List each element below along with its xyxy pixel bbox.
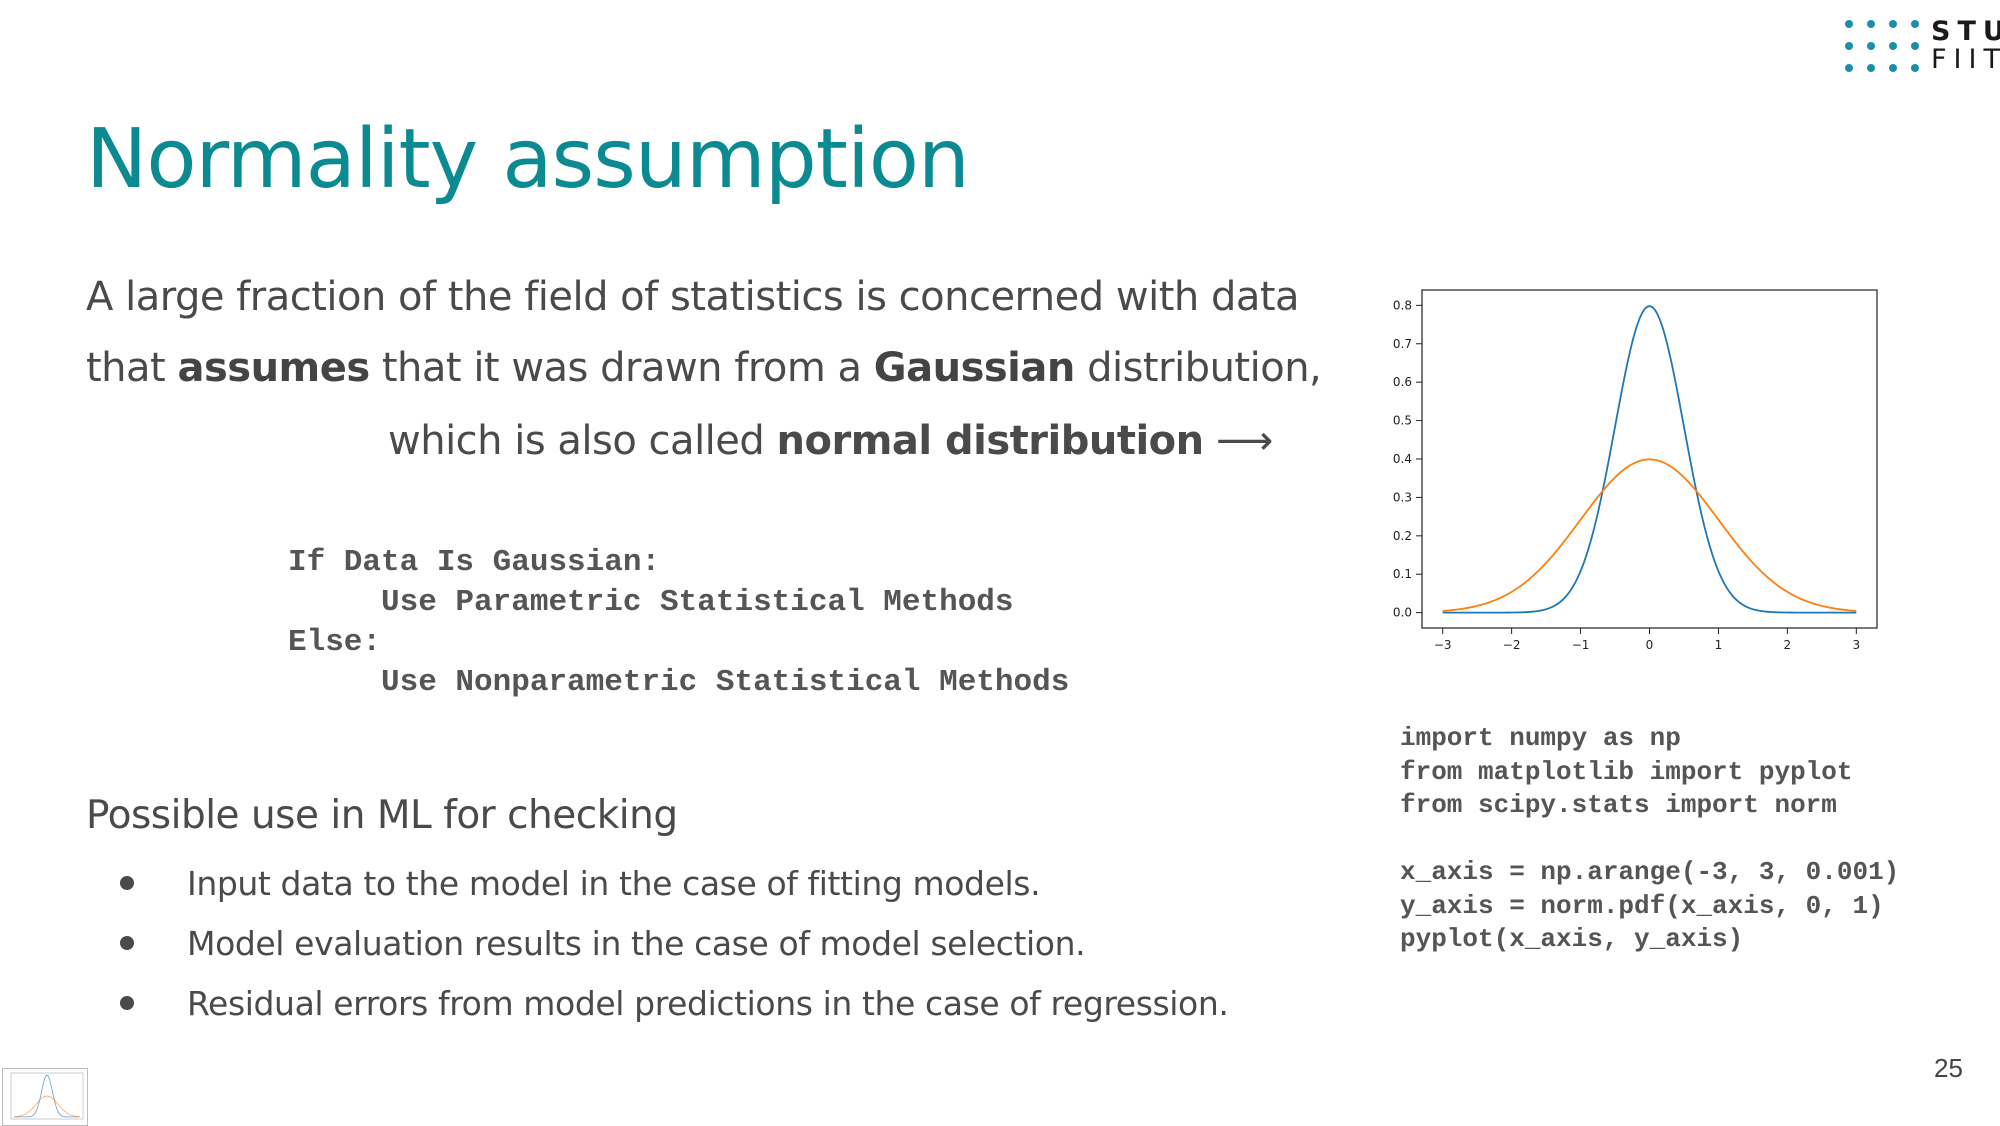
bullet-icon [120, 876, 134, 890]
thumbnail-series-0 [14, 1074, 80, 1118]
thumbnail-frame [10, 1072, 84, 1120]
logo-dot [1845, 42, 1853, 50]
intro-line-2: that assumes that it was drawn from a Ga… [86, 333, 1322, 404]
logo-dot [1867, 42, 1875, 50]
y-tick-label: 0.4 [1393, 452, 1412, 466]
emphasis-assumes: assumes [177, 345, 370, 391]
x-tick-label: 0 [1646, 638, 1654, 652]
intro-line-3: which is also called normal distribution… [388, 418, 1273, 464]
x-tick-label: −1 [1572, 638, 1590, 652]
intro-text: that it was drawn from a [369, 345, 874, 391]
logo-dot [1889, 20, 1897, 28]
bullet-icon [120, 936, 134, 950]
uses-heading: Possible use in ML for checking [86, 793, 678, 838]
logo-dot [1889, 64, 1897, 72]
x-tick-label: 1 [1715, 638, 1723, 652]
list-item-text: Model evaluation results in the case of … [187, 924, 1086, 963]
list-item-text: Input data to the model in the case of f… [187, 864, 1041, 903]
logo-text-fiit: FIIT [1931, 44, 2000, 75]
intro-text: distribution, [1074, 345, 1322, 391]
list-item: Model evaluation results in the case of … [118, 918, 1228, 978]
x-tick-label: 2 [1784, 638, 1792, 652]
logo-dot [1889, 42, 1897, 50]
arrow-right-icon: ⟶ [1203, 418, 1273, 464]
logo-dot [1845, 20, 1853, 28]
y-tick-label: 0.3 [1393, 490, 1412, 504]
python-code-block: import numpy as np from matplotlib impor… [1400, 723, 1900, 954]
chart-thumbnail [2, 1068, 88, 1126]
slide-title: Normality assumption [86, 112, 970, 207]
logo-dot [1911, 20, 1919, 28]
list-item: Input data to the model in the case of f… [118, 858, 1228, 918]
decision-code-block: If Data Is Gaussian: Use Parametric Stat… [288, 545, 1070, 700]
list-item: Residual errors from model predictions i… [118, 978, 1229, 1038]
thumbnail-series-1 [14, 1095, 80, 1118]
logo-dot [1867, 20, 1875, 28]
emphasis-normal-distribution: normal distribution [776, 418, 1205, 464]
y-tick-label: 0.1 [1393, 567, 1412, 581]
intro-text: that [86, 345, 178, 391]
logo-dot [1845, 64, 1853, 72]
x-tick-label: −3 [1434, 638, 1452, 652]
logo-dots-icon [1845, 20, 1919, 72]
normal-distribution-chart: −3 −2 −1 0 1 2 3 0.0 0.1 0.2 0.3 0.4 0.5 0.6 0.7 0.8 [1393, 289, 1878, 652]
x-tick-label: −2 [1503, 638, 1521, 652]
bullet-icon [120, 996, 134, 1010]
intro-paragraph: A large fraction of the field of statist… [86, 262, 1322, 404]
y-tick-label: 0.8 [1393, 298, 1412, 312]
y-tick-label: 0.2 [1393, 529, 1412, 543]
y-tick-label: 0.5 [1393, 414, 1412, 428]
intro-text: which is also called [388, 418, 777, 464]
logo-dot [1867, 64, 1875, 72]
series-line-0 [1442, 305, 1857, 614]
y-tick-label: 0.7 [1393, 337, 1412, 351]
logo-dot [1911, 42, 1919, 50]
y-tick-label: 0.6 [1393, 375, 1412, 389]
logo-dot [1911, 64, 1919, 72]
page-number: 25 [1934, 1053, 1963, 1083]
emphasis-gaussian: Gaussian [873, 345, 1076, 391]
intro-line-1: A large fraction of the field of statist… [86, 274, 1300, 320]
uses-list: Input data to the model in the case of f… [118, 858, 1229, 1038]
list-item-text: Residual errors from model predictions i… [187, 984, 1229, 1023]
series-line-1 [1442, 458, 1857, 612]
stu-fiit-logo: STU FIIT [1843, 16, 2000, 76]
x-tick-label: 3 [1852, 638, 1860, 652]
logo-text-stu: STU [1931, 16, 2000, 47]
y-tick-label: 0.0 [1393, 606, 1412, 620]
